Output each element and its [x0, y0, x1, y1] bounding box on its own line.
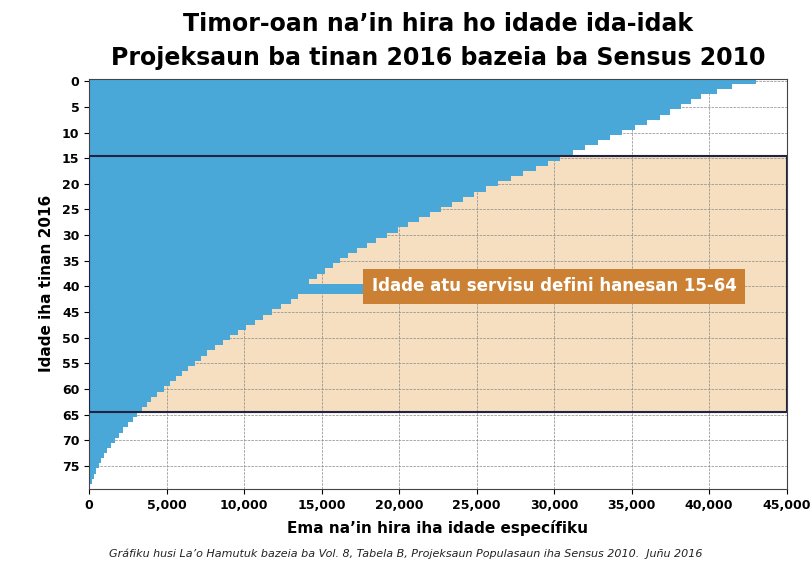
Title: Timor-oan na’in hira ho idade ida-idak
Projeksaun ba tinan 2016 bazeia ba Sensus: Timor-oan na’in hira ho idade ida-idak P… — [110, 12, 766, 70]
Bar — [89, 402, 147, 407]
Bar — [89, 274, 317, 279]
Bar — [89, 202, 452, 207]
Bar — [89, 453, 104, 458]
Bar — [89, 238, 376, 243]
Bar — [89, 94, 702, 99]
Bar — [89, 110, 671, 115]
Bar — [89, 345, 215, 351]
Bar — [89, 366, 188, 371]
Bar — [89, 469, 97, 474]
Bar — [89, 325, 246, 330]
Bar — [89, 161, 548, 166]
Bar — [89, 223, 409, 228]
Bar — [89, 351, 207, 356]
Bar — [89, 361, 195, 366]
Bar — [89, 392, 157, 397]
Bar — [89, 310, 272, 315]
Bar — [89, 156, 560, 161]
Bar — [89, 407, 142, 412]
X-axis label: Ema na’in hira iha idade específiku: Ema na’in hira iha idade específiku — [287, 520, 589, 536]
Bar — [89, 305, 281, 310]
Bar — [89, 479, 92, 484]
Bar — [89, 192, 474, 197]
Bar — [89, 448, 107, 453]
Bar — [89, 79, 756, 84]
Bar — [89, 299, 290, 305]
Bar — [89, 412, 137, 417]
Bar — [89, 330, 238, 335]
Bar — [89, 484, 90, 489]
Bar — [89, 171, 523, 176]
Bar — [89, 397, 151, 402]
Bar — [89, 315, 263, 320]
Bar — [89, 105, 681, 110]
Bar — [89, 335, 230, 340]
Bar — [89, 146, 586, 151]
Bar — [89, 248, 358, 253]
Text: Gráfiku husi La’o Hamutuk bazeia ba Vol. 8, Tabela B, Projeksaun Populasaun iha : Gráfiku husi La’o Hamutuk bazeia ba Vol.… — [109, 549, 702, 559]
Bar — [89, 89, 717, 94]
Bar — [89, 289, 686, 294]
Bar — [89, 320, 255, 325]
Bar — [89, 135, 610, 140]
Bar — [89, 217, 419, 222]
Y-axis label: Idade iha tinan 2016: Idade iha tinan 2016 — [39, 195, 54, 373]
Bar — [89, 207, 441, 212]
Bar — [89, 443, 111, 448]
Bar — [89, 371, 182, 376]
Bar — [89, 233, 387, 238]
Bar — [89, 376, 176, 381]
Bar — [89, 356, 201, 361]
Text: Idade atu servisu defini hanesan 15-64: Idade atu servisu defini hanesan 15-64 — [371, 278, 736, 296]
Bar — [89, 120, 647, 125]
Bar — [89, 181, 499, 187]
Bar — [89, 228, 397, 233]
Bar — [89, 187, 486, 192]
Bar — [89, 294, 298, 299]
Bar — [89, 125, 635, 130]
Bar — [89, 433, 118, 438]
Bar — [89, 140, 598, 146]
Bar — [89, 463, 98, 469]
Bar — [89, 197, 463, 202]
Bar — [89, 474, 94, 479]
Bar — [89, 279, 309, 284]
Bar — [89, 243, 367, 248]
Bar — [89, 156, 787, 412]
Bar — [89, 438, 115, 443]
Bar — [89, 428, 123, 433]
Bar — [89, 340, 222, 345]
Bar — [89, 166, 535, 171]
Bar — [89, 263, 333, 269]
Bar — [89, 387, 164, 392]
Bar — [89, 84, 732, 89]
Bar — [89, 130, 622, 135]
Bar — [89, 258, 341, 263]
Bar — [89, 115, 659, 120]
Bar — [89, 284, 693, 289]
Bar — [89, 176, 511, 181]
Bar — [89, 151, 573, 156]
Bar — [89, 381, 169, 387]
Bar — [89, 156, 787, 412]
Bar — [89, 212, 430, 217]
Bar — [89, 417, 133, 422]
Bar — [89, 422, 128, 428]
Bar — [89, 253, 348, 258]
Bar — [89, 458, 101, 463]
Bar — [89, 269, 324, 274]
Bar — [89, 99, 691, 105]
